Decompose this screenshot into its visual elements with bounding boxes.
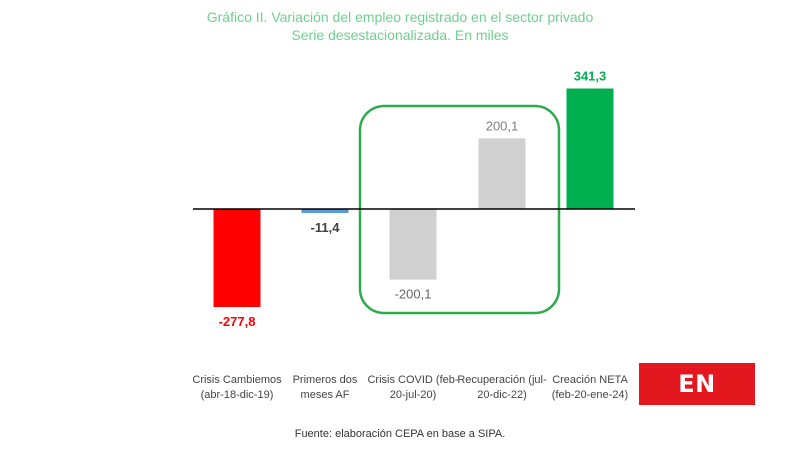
source-note: Fuente: elaboración CEPA en base a SIPA. [294, 428, 506, 440]
category-label-line: meses AF [300, 389, 350, 401]
bar-4 [566, 88, 614, 209]
category-label-line: Crisis COVID (feb- [367, 374, 459, 386]
category-label-4: Creación NETA (feb-20-ene-24) [542, 373, 638, 403]
brand-logo[interactable]: EN ORSAI [639, 363, 755, 440]
data-label-4: 341,3 [574, 69, 607, 84]
category-label-line: Creación NETA [552, 374, 628, 386]
category-label-line: Primeros dos [292, 374, 358, 386]
category-label-0: Crisis Cambiemos (abr-18-dic-19) [189, 373, 285, 403]
data-label-3: 200,1 [486, 118, 519, 133]
data-label-1: -11,4 [311, 220, 341, 235]
category-label-1: Primeros dos meses AF [277, 373, 373, 403]
bar-0 [213, 209, 261, 308]
category-label-line: 20-dic-22) [477, 389, 527, 401]
bar-2 [389, 209, 437, 280]
chart-subtitle: Serie desestacionalizada. En miles [291, 27, 509, 43]
category-label-line: 20-jul-20) [389, 389, 437, 401]
data-label-2: -200,1 [395, 287, 432, 302]
category-label-2: Crisis COVID (feb- 20-jul-20) [365, 373, 461, 403]
category-label-line: (feb-20-ene-24) [551, 389, 629, 401]
bar-3 [478, 138, 526, 209]
category-label-line: Recuperación (jul- [457, 374, 547, 386]
category-label-3: Recuperación (jul- 20-dic-22) [454, 373, 550, 403]
data-label-0: -277,8 [219, 314, 256, 329]
category-label-line: Crisis Cambiemos [192, 374, 282, 386]
chart-title: Gráfico II. Variación del empleo registr… [206, 9, 594, 25]
category-label-line: (abr-18-dic-19) [200, 389, 274, 401]
bar-1 [301, 209, 349, 214]
